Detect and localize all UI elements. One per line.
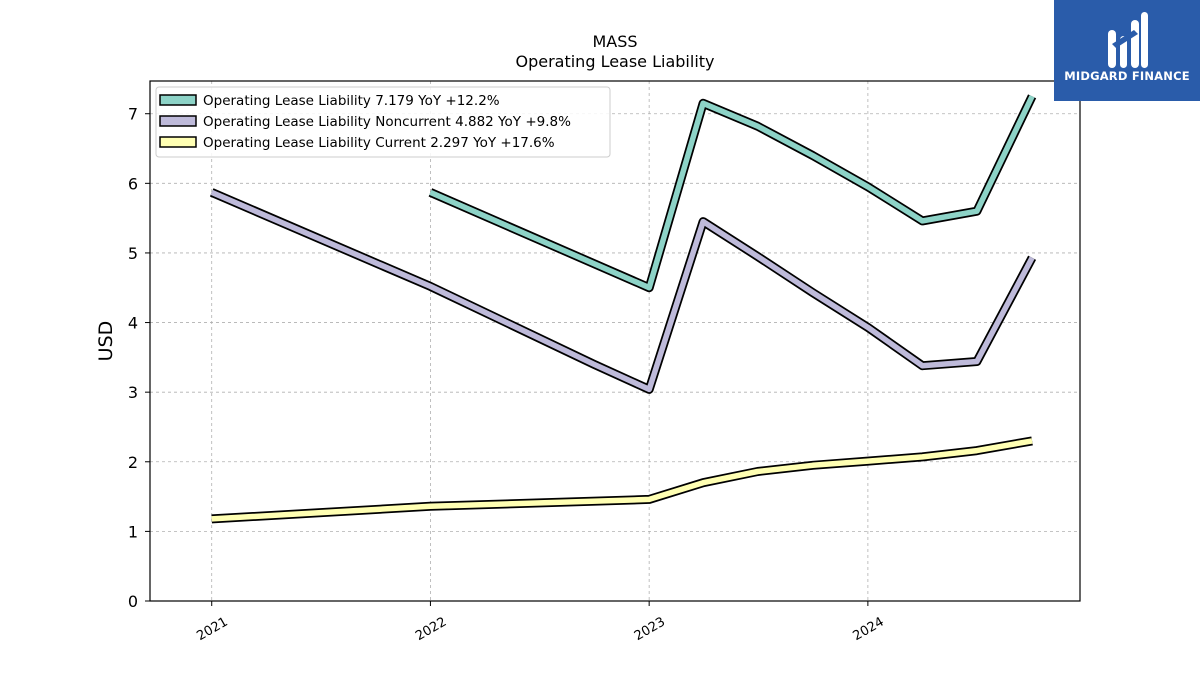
- legend-box: [155, 86, 611, 158]
- x-tick-label: 2023: [632, 615, 668, 645]
- y-tick-label: 2: [128, 453, 138, 472]
- legend-swatch-3: [159, 136, 197, 148]
- y-tick-label: 0: [128, 592, 138, 611]
- y-tick-label: 7: [128, 105, 138, 124]
- legend-entry-3: Operating Lease Liability Current 2.297 …: [203, 135, 555, 151]
- y-tick-label: 1: [128, 522, 138, 541]
- plot-frame: [149, 80, 1081, 602]
- brand-logo: MIDGARD FINANCE: [1054, 0, 1200, 101]
- grid: [150, 81, 1080, 601]
- series-lines: [209, 94, 1037, 524]
- legend-swatch-1: [159, 94, 197, 106]
- brand-mark-icon: [1108, 12, 1148, 68]
- y-axis-label: USD: [95, 321, 117, 362]
- brand-name: MIDGARD FINANCE: [1064, 69, 1190, 83]
- series-line-3: [211, 438, 1033, 522]
- chart-title: MASS: [592, 32, 638, 51]
- y-tick-label: 5: [128, 244, 138, 263]
- y-tick-label: 3: [128, 383, 138, 402]
- x-tick-label: 2024: [851, 615, 887, 645]
- series-line-outline-3: [211, 436, 1033, 524]
- series-line-2: [210, 189, 1035, 393]
- y-tick-label: 4: [128, 314, 138, 333]
- x-tick-label: 2021: [194, 615, 230, 645]
- legend-swatch-2: [159, 115, 197, 127]
- x-tick-label: 2022: [413, 615, 449, 645]
- legend-entry-1: Operating Lease Liability 7.179 YoY +12.…: [203, 93, 500, 109]
- chart-subtitle: Operating Lease Liability: [515, 52, 715, 71]
- legend-entry-2: Operating Lease Liability Noncurrent 4.8…: [203, 114, 571, 130]
- series-line-outline-2: [209, 188, 1037, 394]
- axis-ticks: 0 1 2 3 4 5 6 7 2021 2022 2023 2024: [128, 105, 887, 644]
- series-line-1: [429, 95, 1035, 291]
- legend: Operating Lease Liability 7.179 YoY +12.…: [155, 86, 611, 158]
- y-tick-label: 6: [128, 174, 138, 193]
